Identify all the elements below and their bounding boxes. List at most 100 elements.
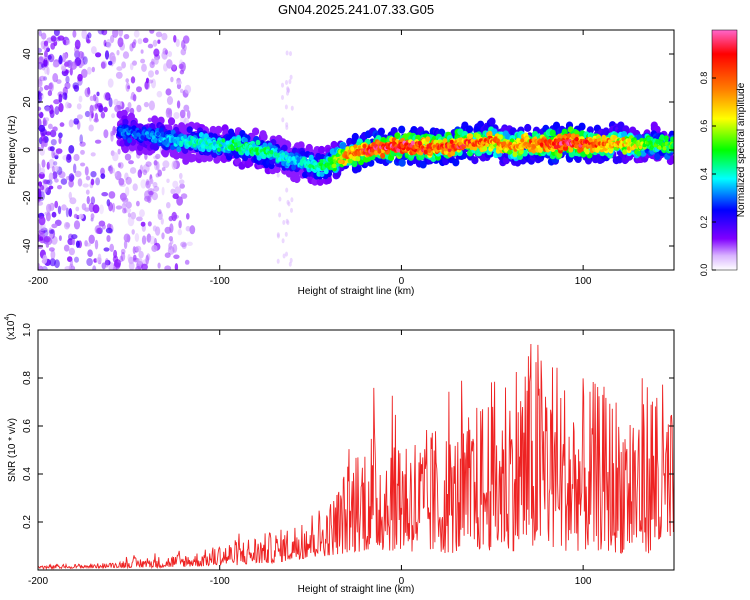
ridge-blob	[122, 118, 129, 126]
snr-ytick-label: 0.2	[22, 515, 33, 529]
noise-blob	[95, 177, 100, 186]
noise-blob	[134, 233, 140, 242]
noise-blob	[112, 30, 119, 38]
noise-blob	[122, 208, 127, 214]
noise-blob	[288, 79, 292, 85]
noise-blob	[48, 185, 54, 190]
noise-blob	[153, 185, 160, 192]
noise-blob	[65, 39, 71, 45]
noise-blob	[162, 160, 170, 169]
ridge-blob	[290, 160, 295, 166]
spectrogram-xlabel: Height of straight line (km)	[298, 286, 415, 297]
noise-blob	[39, 56, 46, 61]
colorbar-tick-label: 0.8	[699, 72, 709, 85]
noise-blob	[100, 111, 106, 119]
noise-blob	[135, 265, 142, 270]
noise-blob	[41, 159, 46, 168]
ridge-blob	[380, 153, 386, 159]
noise-blob	[132, 94, 137, 102]
noise-blob	[125, 82, 130, 92]
noise-blob	[51, 211, 57, 218]
noise-blob	[64, 266, 72, 270]
noise-blob	[44, 105, 51, 111]
noise-blob	[155, 153, 161, 160]
noise-blob	[46, 161, 50, 170]
noise-blob	[105, 39, 112, 49]
noise-blob	[69, 67, 73, 76]
noise-blob	[92, 104, 98, 111]
noise-blob	[125, 176, 132, 185]
noise-blob	[137, 38, 143, 45]
noise-blob	[147, 43, 154, 49]
ridge-blob	[507, 149, 512, 155]
noise-blob	[73, 163, 77, 174]
ridge-blob	[452, 158, 460, 167]
spectrogram-xtick-label: 100	[575, 276, 592, 287]
noise-blob	[154, 69, 159, 75]
noise-blob	[165, 88, 172, 96]
noise-blob	[288, 261, 292, 267]
noise-blob	[41, 32, 47, 40]
noise-blob	[117, 105, 122, 110]
noise-blob	[137, 258, 143, 265]
noise-blob	[58, 132, 63, 139]
noise-blob	[42, 117, 47, 127]
noise-blob	[164, 265, 172, 270]
noise-blob	[47, 90, 53, 97]
spectrogram-xtick-label: -200	[28, 276, 48, 287]
noise-blob	[103, 92, 110, 101]
noise-blob	[98, 220, 106, 227]
ridge-blob	[654, 153, 661, 161]
noise-blob	[44, 64, 48, 75]
noise-blob	[139, 209, 145, 218]
noise-blob	[68, 145, 75, 154]
spectrogram-ytick-label: 0	[22, 147, 33, 153]
noise-blob	[49, 109, 55, 119]
noise-blob	[54, 200, 59, 209]
noise-blob	[42, 57, 50, 68]
noise-blob	[58, 136, 62, 145]
noise-blob	[123, 200, 128, 206]
noise-blob	[114, 171, 118, 177]
noise-blob	[78, 213, 84, 220]
noise-blob	[149, 178, 154, 185]
ridge-blob	[488, 117, 496, 126]
ridge-blob	[339, 159, 344, 164]
ridge-blob	[468, 143, 473, 148]
ridge-blob	[225, 140, 230, 145]
noise-blob	[124, 153, 132, 161]
noise-blob	[39, 75, 46, 82]
ridge-blob	[574, 136, 579, 142]
ridge-blob	[648, 140, 653, 145]
noise-blob	[48, 123, 53, 130]
ridge-blob	[468, 133, 474, 139]
noise-blob	[67, 256, 73, 262]
noise-blob	[129, 62, 134, 71]
noise-blob	[51, 149, 55, 159]
ridge-blob	[203, 133, 209, 139]
noise-blob	[96, 91, 100, 97]
noise-blob	[75, 206, 80, 212]
noise-blob	[180, 48, 187, 56]
noise-blob	[112, 152, 119, 162]
ridge-blob	[175, 136, 180, 141]
noise-blob	[125, 201, 132, 209]
noise-blob	[38, 216, 46, 226]
noise-blob	[42, 254, 48, 264]
noise-blob	[46, 203, 52, 213]
ridge-blob	[671, 142, 674, 147]
noise-blob	[189, 225, 196, 235]
noise-blob	[143, 101, 149, 108]
noise-blob	[97, 30, 105, 35]
svg-text:(x104): (x104)	[4, 313, 17, 340]
spectrogram-data	[38, 30, 674, 270]
ridge-blob	[316, 177, 324, 186]
noise-blob	[38, 94, 43, 104]
noise-blob	[132, 183, 138, 191]
ridge-blob	[605, 143, 610, 148]
ridge-blob	[662, 146, 667, 151]
noise-blob	[65, 207, 69, 218]
noise-blob	[73, 118, 79, 125]
noise-blob	[39, 236, 44, 241]
noise-blob	[121, 61, 126, 69]
